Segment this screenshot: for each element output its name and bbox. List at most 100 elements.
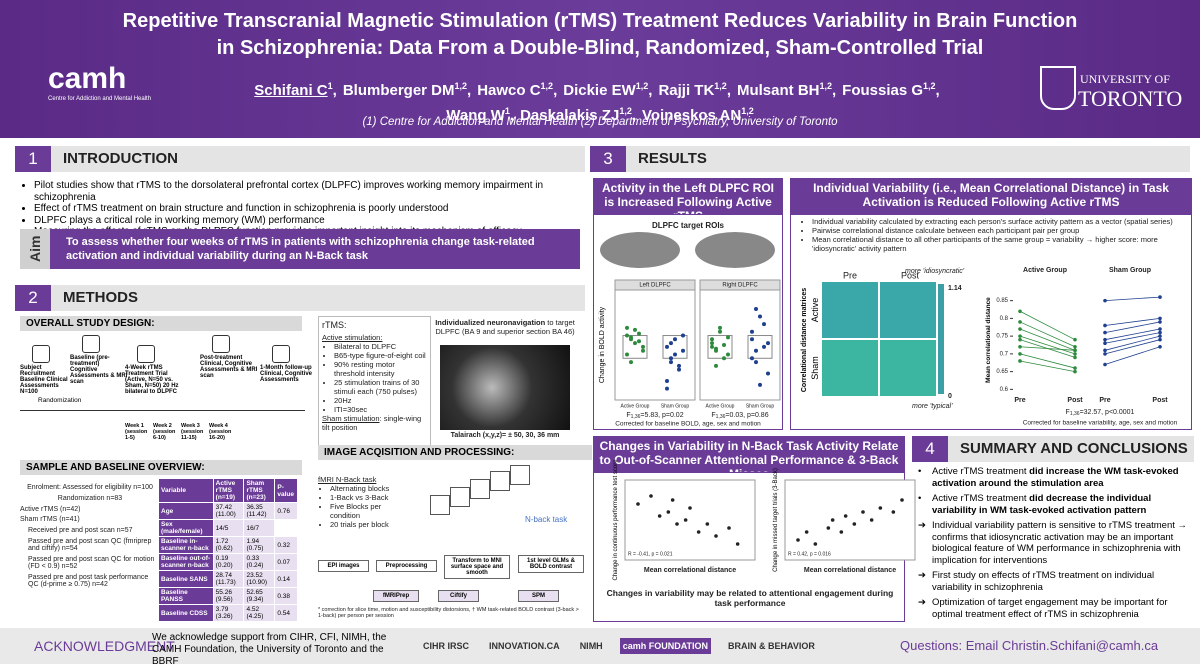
table-cell: 4.52 (4.25) [243, 604, 276, 622]
title-line: Repetitive Transcranial Magnetic Stimula… [122, 10, 1078, 32]
author-affiliation: 1,2 [741, 106, 754, 116]
logo: INNOVATION.CA [489, 641, 560, 651]
bullet: DLPFC plays a critical role in working m… [34, 215, 604, 227]
neuro: Individualized neuronavigation to target… [430, 318, 580, 336]
logo: camh [48, 62, 127, 95]
neuro-text: to target DLPFC (BA 9 and superior secti… [435, 318, 575, 336]
timeline-axis [20, 410, 305, 411]
separator: , [467, 82, 472, 99]
summary-text: Optimization of target engagement may be… [932, 597, 1193, 620]
author: Schifani C [254, 82, 328, 99]
table-row: Baseline SANS 28.74 (11.73) 23.52 (10.90) 0… [158, 570, 298, 588]
summary-text: First study on effects of rTMS treatment… [932, 570, 1193, 593]
section-number: 4 [912, 436, 948, 462]
timeline-icon [272, 345, 290, 363]
table-row: Baseline out-of-scanner n-back 0.19 (0.20… [158, 553, 298, 571]
bullet-marker: ➔ [918, 570, 926, 581]
author: Hawco C [477, 82, 541, 99]
timeline: Subject Recruitment Baseline Clinical As… [20, 335, 312, 450]
section-title: RESULTS [638, 150, 707, 167]
flow-step: Passed pre and post scan QC for motion (… [28, 556, 155, 570]
randomization: Randomization [38, 397, 82, 404]
separator: , [332, 82, 337, 99]
separator: , [509, 107, 515, 124]
flow-step: Active rTMS (n=42) [20, 506, 81, 513]
bullet: Effect of rTMS treatment on brain struct… [34, 203, 604, 215]
subheading: IMAGE ACQISITION AND PROCESSING: [318, 445, 592, 460]
author: Foussias G [842, 82, 924, 99]
summary-text: Active rTMS treatment did increase the W… [932, 466, 1193, 489]
table-cell: Baseline CDSS [158, 604, 214, 622]
timeline-icon [32, 345, 50, 363]
author-line: Schifani C1, Blumberger DM1,2, Hawco C1,2,… [200, 76, 1000, 101]
pipeline-box: fMRIPrep [373, 590, 419, 602]
summary-text: Active rTMS treatment did decrease the i… [932, 493, 1193, 516]
ack-text: We acknowledge support from CIHR, CFI, N… [152, 632, 387, 664]
bullet: 20Hz [334, 396, 427, 405]
author: Wang W [446, 107, 505, 124]
bullet: 90% resting motor threshold intensity [334, 360, 427, 378]
summary-part: Optimization of target engagement may be… [932, 597, 1168, 620]
table-cell: Baseline PANSS [158, 587, 214, 605]
table-header: Variable Active rTMS (n=19) Sham rTMS (n=2… [158, 478, 298, 503]
flow-step: Received pre and post scan n=57 [28, 527, 133, 534]
bullet: B65-type figure-of-eight coil [334, 351, 427, 360]
author: Dickie EW [563, 82, 636, 99]
panel-heading: Changes in Variability in N-Back Task Ac… [593, 436, 905, 481]
table-row: Baseline PANSS 55.26 (9.56) 52.65 (9.34) 0.… [158, 587, 298, 605]
separator: , [726, 82, 731, 99]
table-cell: 14/5 [212, 519, 245, 537]
task-heading: fMRI N-Back task [318, 475, 377, 484]
logo-sub: Centre for Addiction and Mental Health [48, 96, 152, 102]
section-header: 4 SUMMARY AND CONCLUSIONS [912, 436, 1194, 462]
bullet: Pilot studies show that rTMS to the dors… [34, 180, 604, 203]
timeline-label: Subject Recruitment Baseline Clinical As… [20, 365, 68, 395]
table-cell: 0.54 [274, 604, 298, 622]
table-cell: 0.14 [274, 570, 298, 588]
panel [593, 214, 783, 430]
summary-part: did decrease the individual variability … [932, 493, 1152, 516]
bullet: Five Blocks per condition [330, 502, 413, 520]
section-title: SUMMARY AND CONCLUSIONS [960, 440, 1188, 457]
author-affiliation: 1 [504, 106, 510, 116]
table-cell: 28.74 (11.73) [212, 570, 245, 588]
author: Blumberger DM [342, 82, 455, 99]
table-cell: 23.52 (10.90) [243, 570, 276, 588]
pipeline-box: 1st level GLMs & BOLD contrast [518, 555, 584, 573]
pipeline-box: Ciftify [438, 590, 479, 602]
timeline-icon [137, 345, 155, 363]
table-cell: Sex (male/female) [158, 519, 214, 537]
table-cell: Age [158, 502, 214, 520]
section-title: METHODS [63, 289, 138, 306]
pipeline-box: Preprocessing [376, 560, 437, 572]
panel [790, 214, 1192, 430]
separator: , [553, 82, 558, 99]
logo: TORONTO [1078, 86, 1183, 111]
pipeline-box: Transform to MNI surface space and smoot… [444, 555, 510, 579]
bullet: Individual variability calculated by ext… [812, 217, 1197, 226]
separator: , [832, 82, 837, 99]
title: Repetitive Transcranial Magnetic Stimula… [0, 8, 1200, 62]
flow-step: Randomization n=83 [57, 495, 123, 502]
summary-list: • Active rTMS treatment did increase the … [918, 466, 1193, 624]
table-header-cell: P-value [274, 478, 298, 503]
flow-step: Passed pre and post task performance QC … [28, 574, 149, 588]
table-cell: 0.33 (0.24) [243, 553, 276, 571]
author-affiliation: 1,2 [635, 81, 649, 91]
bullet-marker: • [918, 466, 922, 477]
bullet: 25 stimulation trains of 30 stimuli each… [334, 378, 427, 396]
footer: ACKNOWLEDGMENT We acknowledge support fr… [0, 628, 1200, 664]
table-row: Baseline in-scanner n-back 1.72 (0.62) 1.9… [158, 536, 298, 554]
summary-part: First study on effects of rTMS treatment… [932, 570, 1155, 593]
section-number: 2 [15, 285, 51, 311]
flowchart: Enrolment: Assessed for eligibility n=10… [20, 480, 160, 592]
section-title: INTRODUCTION [63, 150, 178, 167]
pipeline: EPI images Preprocessing Transform to MNI … [318, 555, 584, 605]
bullet: 20 trials per block [330, 520, 413, 529]
table-cell: 0.76 [274, 502, 298, 520]
title-line: in Schizophrenia: Data From a Double-Bli… [216, 37, 984, 59]
table-cell: 0.07 [274, 553, 298, 571]
week-label: Week 3 (session 11-15) [181, 423, 204, 441]
header: Repetitive Transcranial Magnetic Stimula… [0, 0, 1200, 138]
logo: UNIVERSITY OF [1080, 72, 1170, 86]
